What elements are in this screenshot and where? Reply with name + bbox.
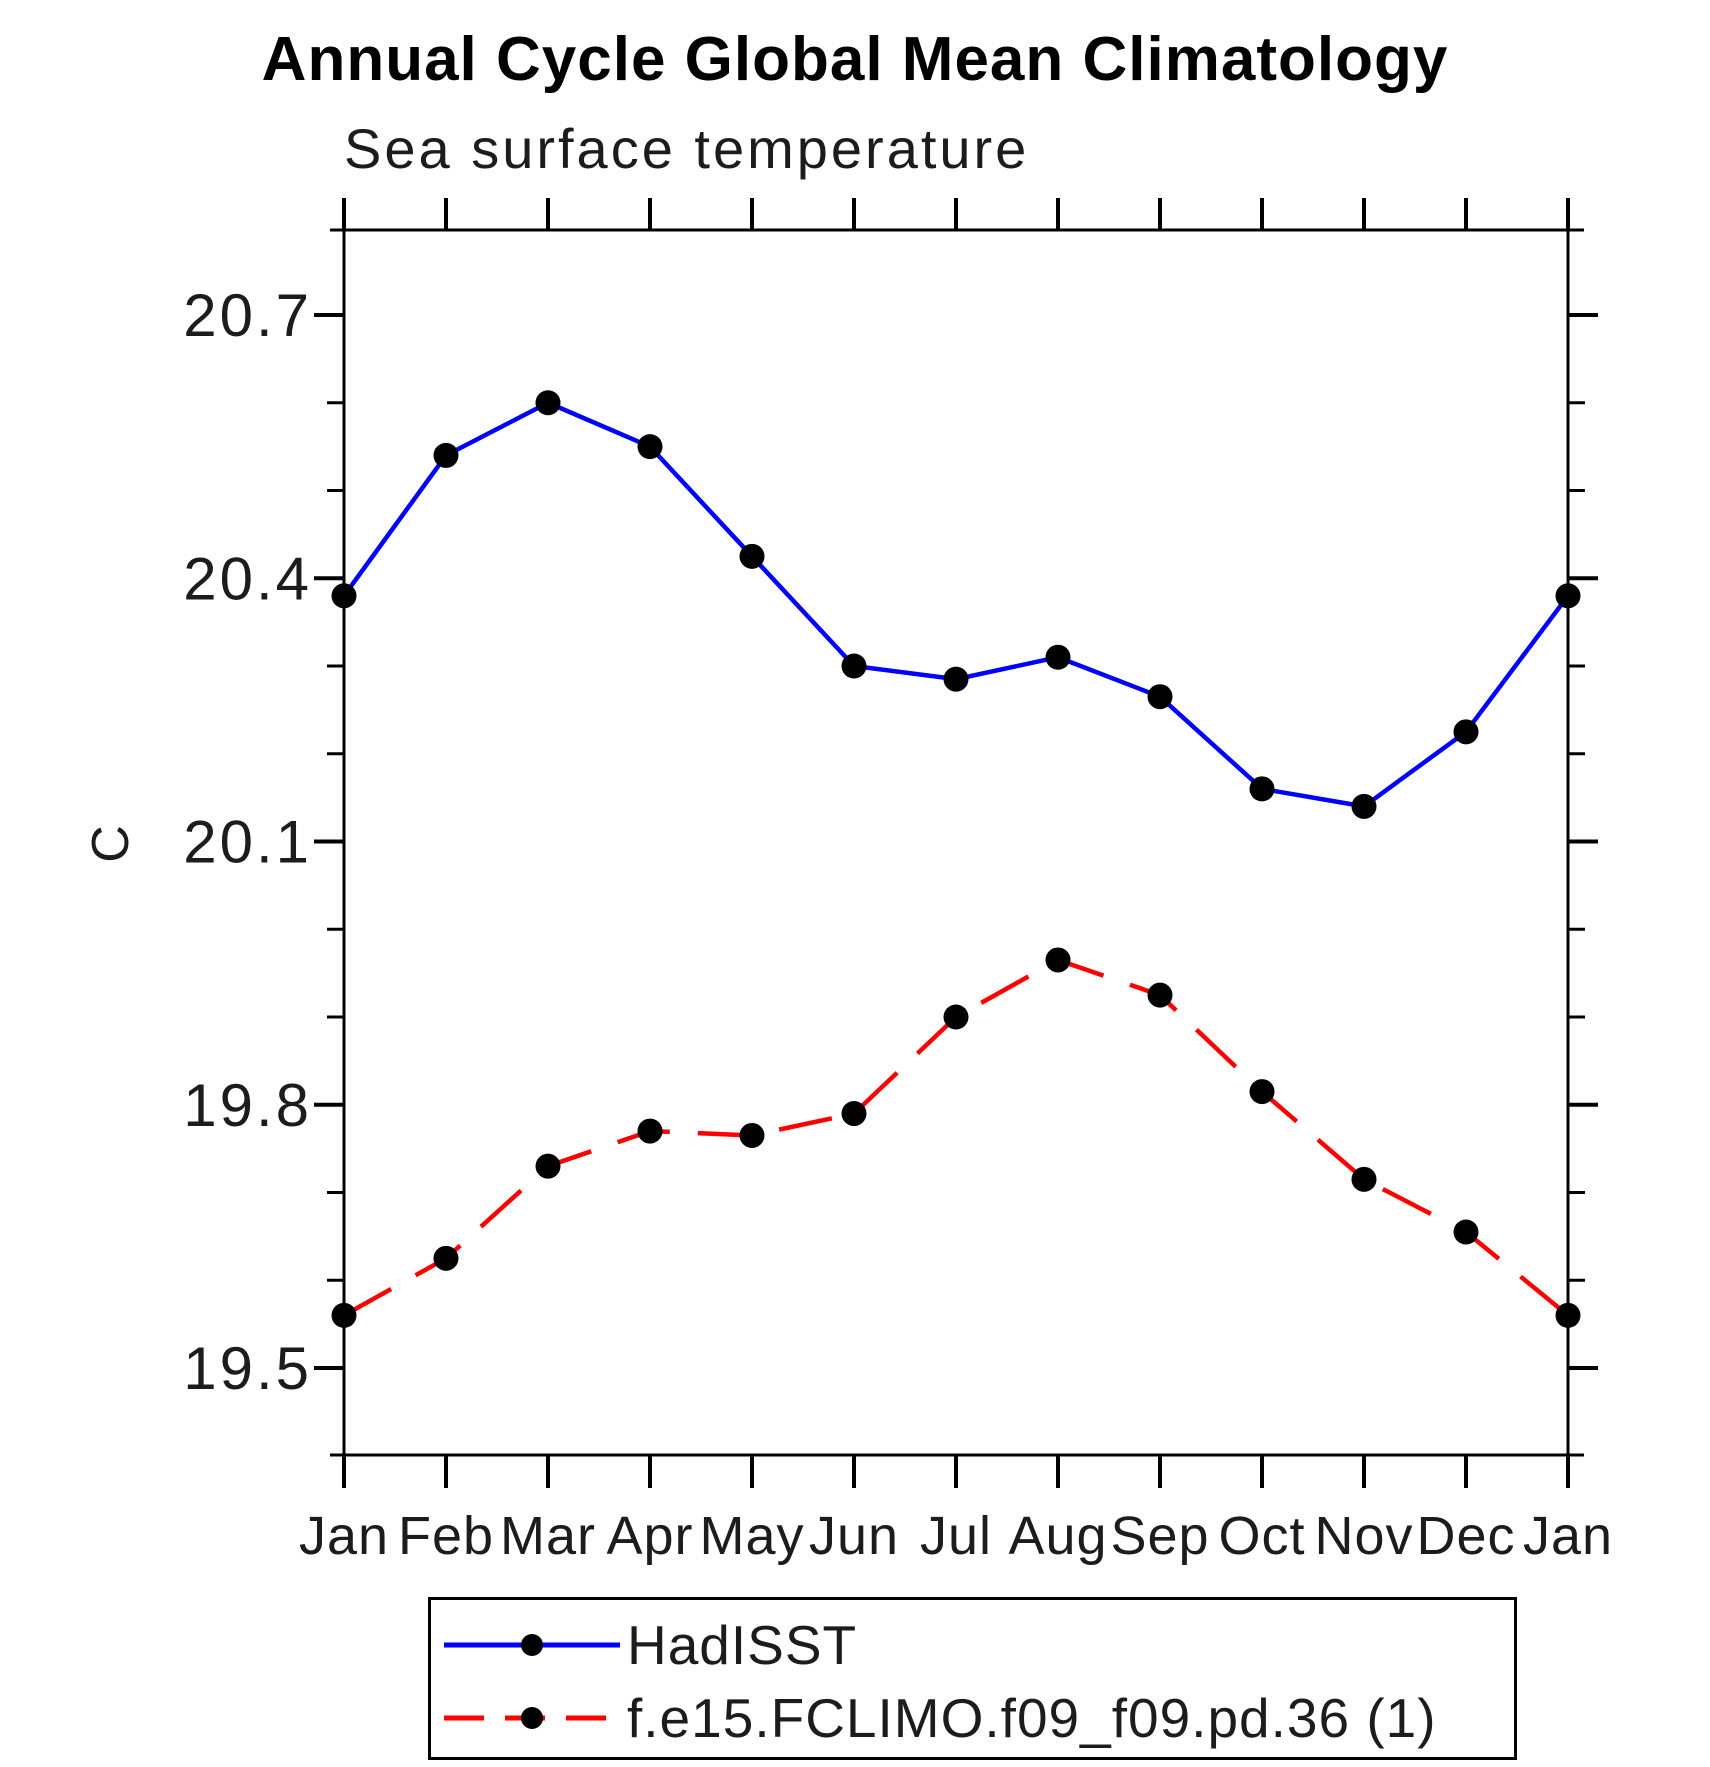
svg-text:Dec: Dec [1416, 1506, 1515, 1566]
legend-key-solid-line-icon [444, 1634, 620, 1656]
svg-text:Aug: Aug [1008, 1506, 1107, 1566]
series-hadisst-markers [331, 390, 1581, 819]
svg-text:Mar: Mar [500, 1506, 596, 1566]
svg-text:Feb: Feb [398, 1506, 494, 1566]
svg-text:Oct: Oct [1218, 1506, 1305, 1566]
svg-text:Sep: Sep [1110, 1506, 1209, 1566]
svg-text:Jun: Jun [809, 1506, 899, 1566]
chart-title: Annual Cycle Global Mean Climatology [261, 25, 1449, 94]
axes-frame [330, 198, 1584, 1488]
legend-key-dashed-line-icon [444, 1707, 620, 1729]
svg-text:19.8: 19.8 [183, 1072, 312, 1139]
svg-text:20.1: 20.1 [183, 809, 312, 876]
y-axis-ticks [314, 313, 1598, 1370]
svg-text:Nov: Nov [1314, 1506, 1413, 1566]
x-axis-tick-labels: Jan Feb Mar Apr May Jun Jul Aug Sep Oct Nov Dec Jan [299, 1506, 1613, 1566]
chart-subtitle: Sea surface temperature [344, 117, 1030, 180]
series-hadisst-line [342, 400, 1570, 809]
legend-entry-model: f.e15.FCLIMO.f09_f09.pd.36 (1) [439, 1687, 1437, 1749]
svg-text:Jan: Jan [299, 1506, 389, 1566]
legend-label-hadisst: HadISST [627, 1614, 858, 1676]
svg-text:Apr: Apr [606, 1506, 693, 1566]
legend-marker-dot [521, 1634, 543, 1656]
series-model-markers [331, 947, 1581, 1328]
svg-text:Jan: Jan [1523, 1506, 1613, 1566]
svg-text:May: May [699, 1506, 804, 1566]
legend-label-model: f.e15.FCLIMO.f09_f09.pd.36 (1) [627, 1687, 1437, 1749]
legend-entry-hadisst: HadISST [439, 1614, 857, 1676]
svg-text:Jul: Jul [920, 1506, 992, 1566]
legend: HadISST f.e15.FCLIMO.f09_f09.pd.36 (1) [428, 1597, 1517, 1760]
legend-marker-dot [521, 1707, 543, 1729]
x-axis-ticks [342, 198, 1570, 1488]
svg-text:19.5: 19.5 [183, 1335, 312, 1402]
svg-text:20.7: 20.7 [183, 282, 312, 349]
y-axis-tick-labels: 19.5 19.8 20.1 20.4 20.7 [183, 282, 312, 1402]
svg-text:20.4: 20.4 [183, 545, 312, 612]
